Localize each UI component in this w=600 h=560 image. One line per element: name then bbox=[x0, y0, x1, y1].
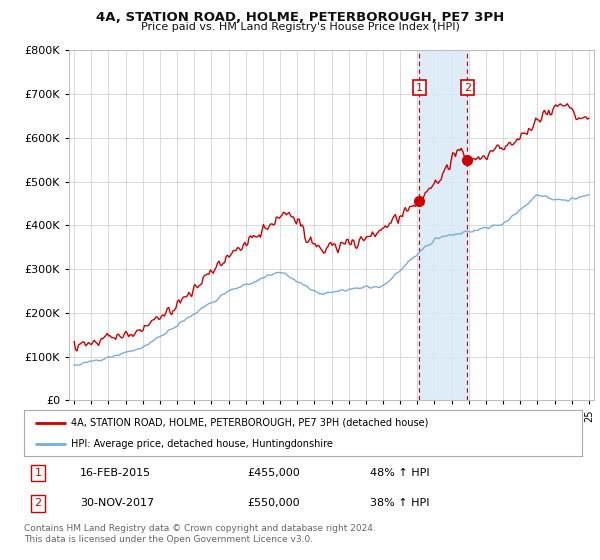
Text: 30-NOV-2017: 30-NOV-2017 bbox=[80, 498, 154, 508]
Text: 16-FEB-2015: 16-FEB-2015 bbox=[80, 468, 151, 478]
Text: 1: 1 bbox=[34, 468, 41, 478]
Text: 2: 2 bbox=[34, 498, 41, 508]
Text: Price paid vs. HM Land Registry's House Price Index (HPI): Price paid vs. HM Land Registry's House … bbox=[140, 22, 460, 32]
Text: HPI: Average price, detached house, Huntingdonshire: HPI: Average price, detached house, Hunt… bbox=[71, 439, 334, 449]
Text: £455,000: £455,000 bbox=[247, 468, 300, 478]
Bar bbox=[419, 50, 467, 400]
Text: 38% ↑ HPI: 38% ↑ HPI bbox=[370, 498, 430, 508]
Text: 48% ↑ HPI: 48% ↑ HPI bbox=[370, 468, 430, 478]
Text: 4A, STATION ROAD, HOLME, PETERBOROUGH, PE7 3PH (detached house): 4A, STATION ROAD, HOLME, PETERBOROUGH, P… bbox=[71, 418, 429, 428]
Text: 4A, STATION ROAD, HOLME, PETERBOROUGH, PE7 3PH: 4A, STATION ROAD, HOLME, PETERBOROUGH, P… bbox=[96, 11, 504, 24]
Text: 1: 1 bbox=[416, 82, 423, 92]
Text: Contains HM Land Registry data © Crown copyright and database right 2024.
This d: Contains HM Land Registry data © Crown c… bbox=[24, 524, 376, 544]
Text: 2: 2 bbox=[464, 82, 471, 92]
Text: £550,000: £550,000 bbox=[247, 498, 300, 508]
